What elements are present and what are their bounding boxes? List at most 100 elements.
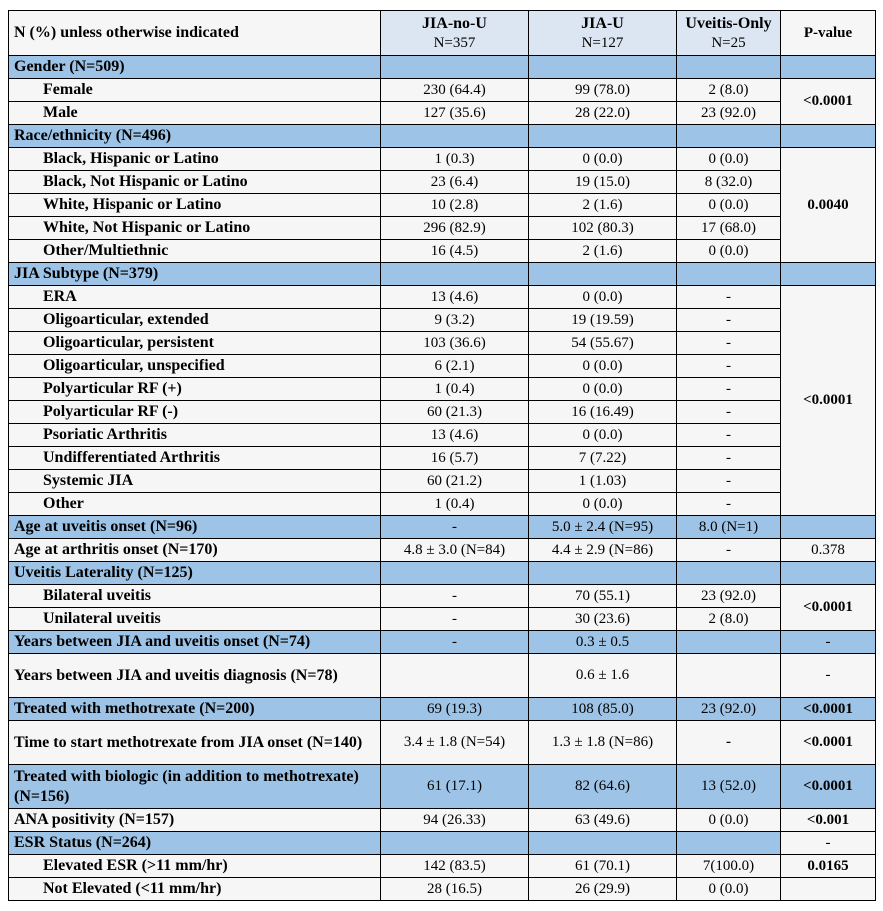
uveitis-only-cell: 23 (92.0) [676,584,781,608]
jia-no-u-cell: 16 (4.5) [380,239,529,263]
row-white-not-hispanic: White, Not Hispanic or Latino 296 (82.9)… [8,216,876,240]
row-systemic-jia: Systemic JIA 60 (21.2) 1 (1.03) - [8,469,876,493]
empty-cell [528,561,677,585]
jia-no-u-cell: 142 (83.5) [380,854,529,878]
section-row-laterality: Uveitis Laterality (N=125) [8,561,876,585]
row-label: White, Hispanic or Latino [8,193,381,217]
jia-no-u-cell: - [380,515,529,539]
jia-no-u-cell: 3.4 ± 1.8 (N=54) [380,720,529,765]
row-bilateral-uveitis: Bilateral uveitis - 70 (55.1) 23 (92.0) … [8,584,876,631]
uveitis-only-cell: 2 (8.0) [676,607,781,631]
empty-cell [528,262,677,286]
jia-u-cell: 0 (0.0) [528,147,677,171]
jia-no-u-cell: 61 (17.1) [380,764,529,809]
row-other-subtype: Other 1 (0.4) 0 (0.0) - [8,492,876,516]
section-row-esr-status: ESR Status (N=264) - [8,831,876,855]
row-undifferentiated: Undifferentiated Arthritis 16 (5.7) 7 (7… [8,446,876,470]
uveitis-only-cell: - [676,308,781,332]
row-female: Female 230 (64.4) 99 (78.0) 2 (8.0) <0.0… [8,78,876,125]
jia-u-cell: 61 (70.1) [528,854,677,878]
jia-no-u-cell: 6 (2.1) [380,354,529,378]
section-label: Race/ethnicity (N=496) [8,124,381,148]
row-label: Black, Hispanic or Latino [8,147,381,171]
jia-no-u-cell: 60 (21.3) [380,400,529,424]
jia-u-cell: 2 (1.6) [528,239,677,263]
row-label: Time to start methotrexate from JIA onse… [8,720,381,765]
p-value-cell: <0.0001 [780,697,876,721]
uveitis-only-cell: - [676,469,781,493]
header-cell-jia-u: JIA-U N=127 [528,10,677,56]
jia-no-u-cell: 13 (4.6) [380,423,529,447]
jia-u-cell: 0 (0.0) [528,354,677,378]
row-label: White, Not Hispanic or Latino [8,216,381,240]
uveitis-only-cell: - [676,446,781,470]
header-cell-jia-no-u: JIA-no-U N=357 [380,10,529,56]
row-label: Oligoarticular, persistent [8,331,381,355]
empty-cell [780,124,876,148]
row-label: ERA [8,285,381,309]
p-value-cell: 0.0040 [780,147,876,263]
row-time-to-methotrexate: Time to start methotrexate from JIA onse… [8,720,876,765]
row-ana-positivity: ANA positivity (N=157) 94 (26.33) 63 (49… [8,808,876,832]
jia-u-cell: 19 (15.0) [528,170,677,194]
jia-u-cell: 108 (85.0) [528,697,677,721]
row-black-not-hispanic: Black, Not Hispanic or Latino 23 (6.4) 1… [8,170,876,194]
uveitis-only-cell: - [676,354,781,378]
jia-no-u-cell: 103 (36.6) [380,331,529,355]
row-label: ANA positivity (N=157) [8,808,381,832]
uveitis-only-cell: 0 (0.0) [676,193,781,217]
group-n: N=25 [711,34,746,51]
jia-u-cell: 28 (22.0) [528,101,677,125]
jia-u-cell: 1.3 ± 1.8 (N=86) [528,720,677,765]
uveitis-only-cell: - [676,285,781,309]
row-white-hispanic: White, Hispanic or Latino 10 (2.8) 2 (1.… [8,193,876,217]
empty-cell [380,124,529,148]
jia-u-cell: 70 (55.1) [528,584,677,608]
row-age-uveitis-onset: Age at uveitis onset (N=96) - 5.0 ± 2.4 … [8,515,876,539]
p-value-cell: <0.0001 [780,764,876,809]
row-oligo-extended: Oligoarticular, extended 9 (3.2) 19 (19.… [8,308,876,332]
row-label: Systemic JIA [8,469,381,493]
p-value-cell [780,877,876,901]
row-male: Male 127 (35.6) 28 (22.0) 23 (92.0) [8,101,876,125]
uveitis-only-cell: - [676,400,781,424]
uveitis-only-cell: 0 (0.0) [676,877,781,901]
empty-cell [528,55,677,79]
row-years-jia-uveitis-diagnosis: Years between JIA and uveitis diagnosis … [8,653,876,698]
jia-no-u-cell: - [380,584,529,608]
row-label: Male [8,101,381,125]
p-value-cell: <0.0001 [780,285,876,516]
section-row-race: Race/ethnicity (N=496) [8,124,876,148]
section-label: JIA Subtype (N=379) [8,262,381,286]
jia-no-u-cell: 296 (82.9) [380,216,529,240]
uveitis-only-cell: 0 (0.0) [676,808,781,832]
jia-u-cell: 1 (1.03) [528,469,677,493]
row-treated-biologic: Treated with biologic (in addition to me… [8,764,876,809]
jia-no-u-cell: - [380,607,529,631]
group-title: JIA-no-U [422,14,487,32]
row-not-elevated-esr: Not Elevated (<11 mm/hr) 28 (16.5) 26 (2… [8,877,876,901]
uveitis-only-cell: - [676,492,781,516]
cohort-characteristics-table: N (%) unless otherwise indicated JIA-no-… [8,10,876,901]
empty-cell [380,831,529,855]
header-row: N (%) unless otherwise indicated JIA-no-… [8,10,876,56]
empty-cell [780,55,876,79]
row-poly-rf-neg: Polyarticular RF (-) 60 (21.3) 16 (16.49… [8,400,876,424]
row-label: Treated with biologic (in addition to me… [8,764,381,809]
empty-cell [676,561,781,585]
row-black-hispanic: Black, Hispanic or Latino 1 (0.3) 0 (0.0… [8,147,876,263]
section-row-jia-subtype: JIA Subtype (N=379) [8,262,876,286]
empty-cell [380,55,529,79]
row-oligo-unspecified: Oligoarticular, unspecified 6 (2.1) 0 (0… [8,354,876,378]
empty-cell [380,262,529,286]
row-oligo-persistent: Oligoarticular, persistent 103 (36.6) 54… [8,331,876,355]
empty-cell [676,831,781,855]
header-cell-uveitis-only: Uveitis-Only N=25 [676,10,781,56]
jia-u-cell: 19 (19.59) [528,308,677,332]
row-label: Oligoarticular, unspecified [8,354,381,378]
jia-u-cell: 30 (23.6) [528,607,677,631]
jia-u-cell: 7 (7.22) [528,446,677,470]
jia-no-u-cell: 10 (2.8) [380,193,529,217]
jia-u-cell: 26 (29.9) [528,877,677,901]
